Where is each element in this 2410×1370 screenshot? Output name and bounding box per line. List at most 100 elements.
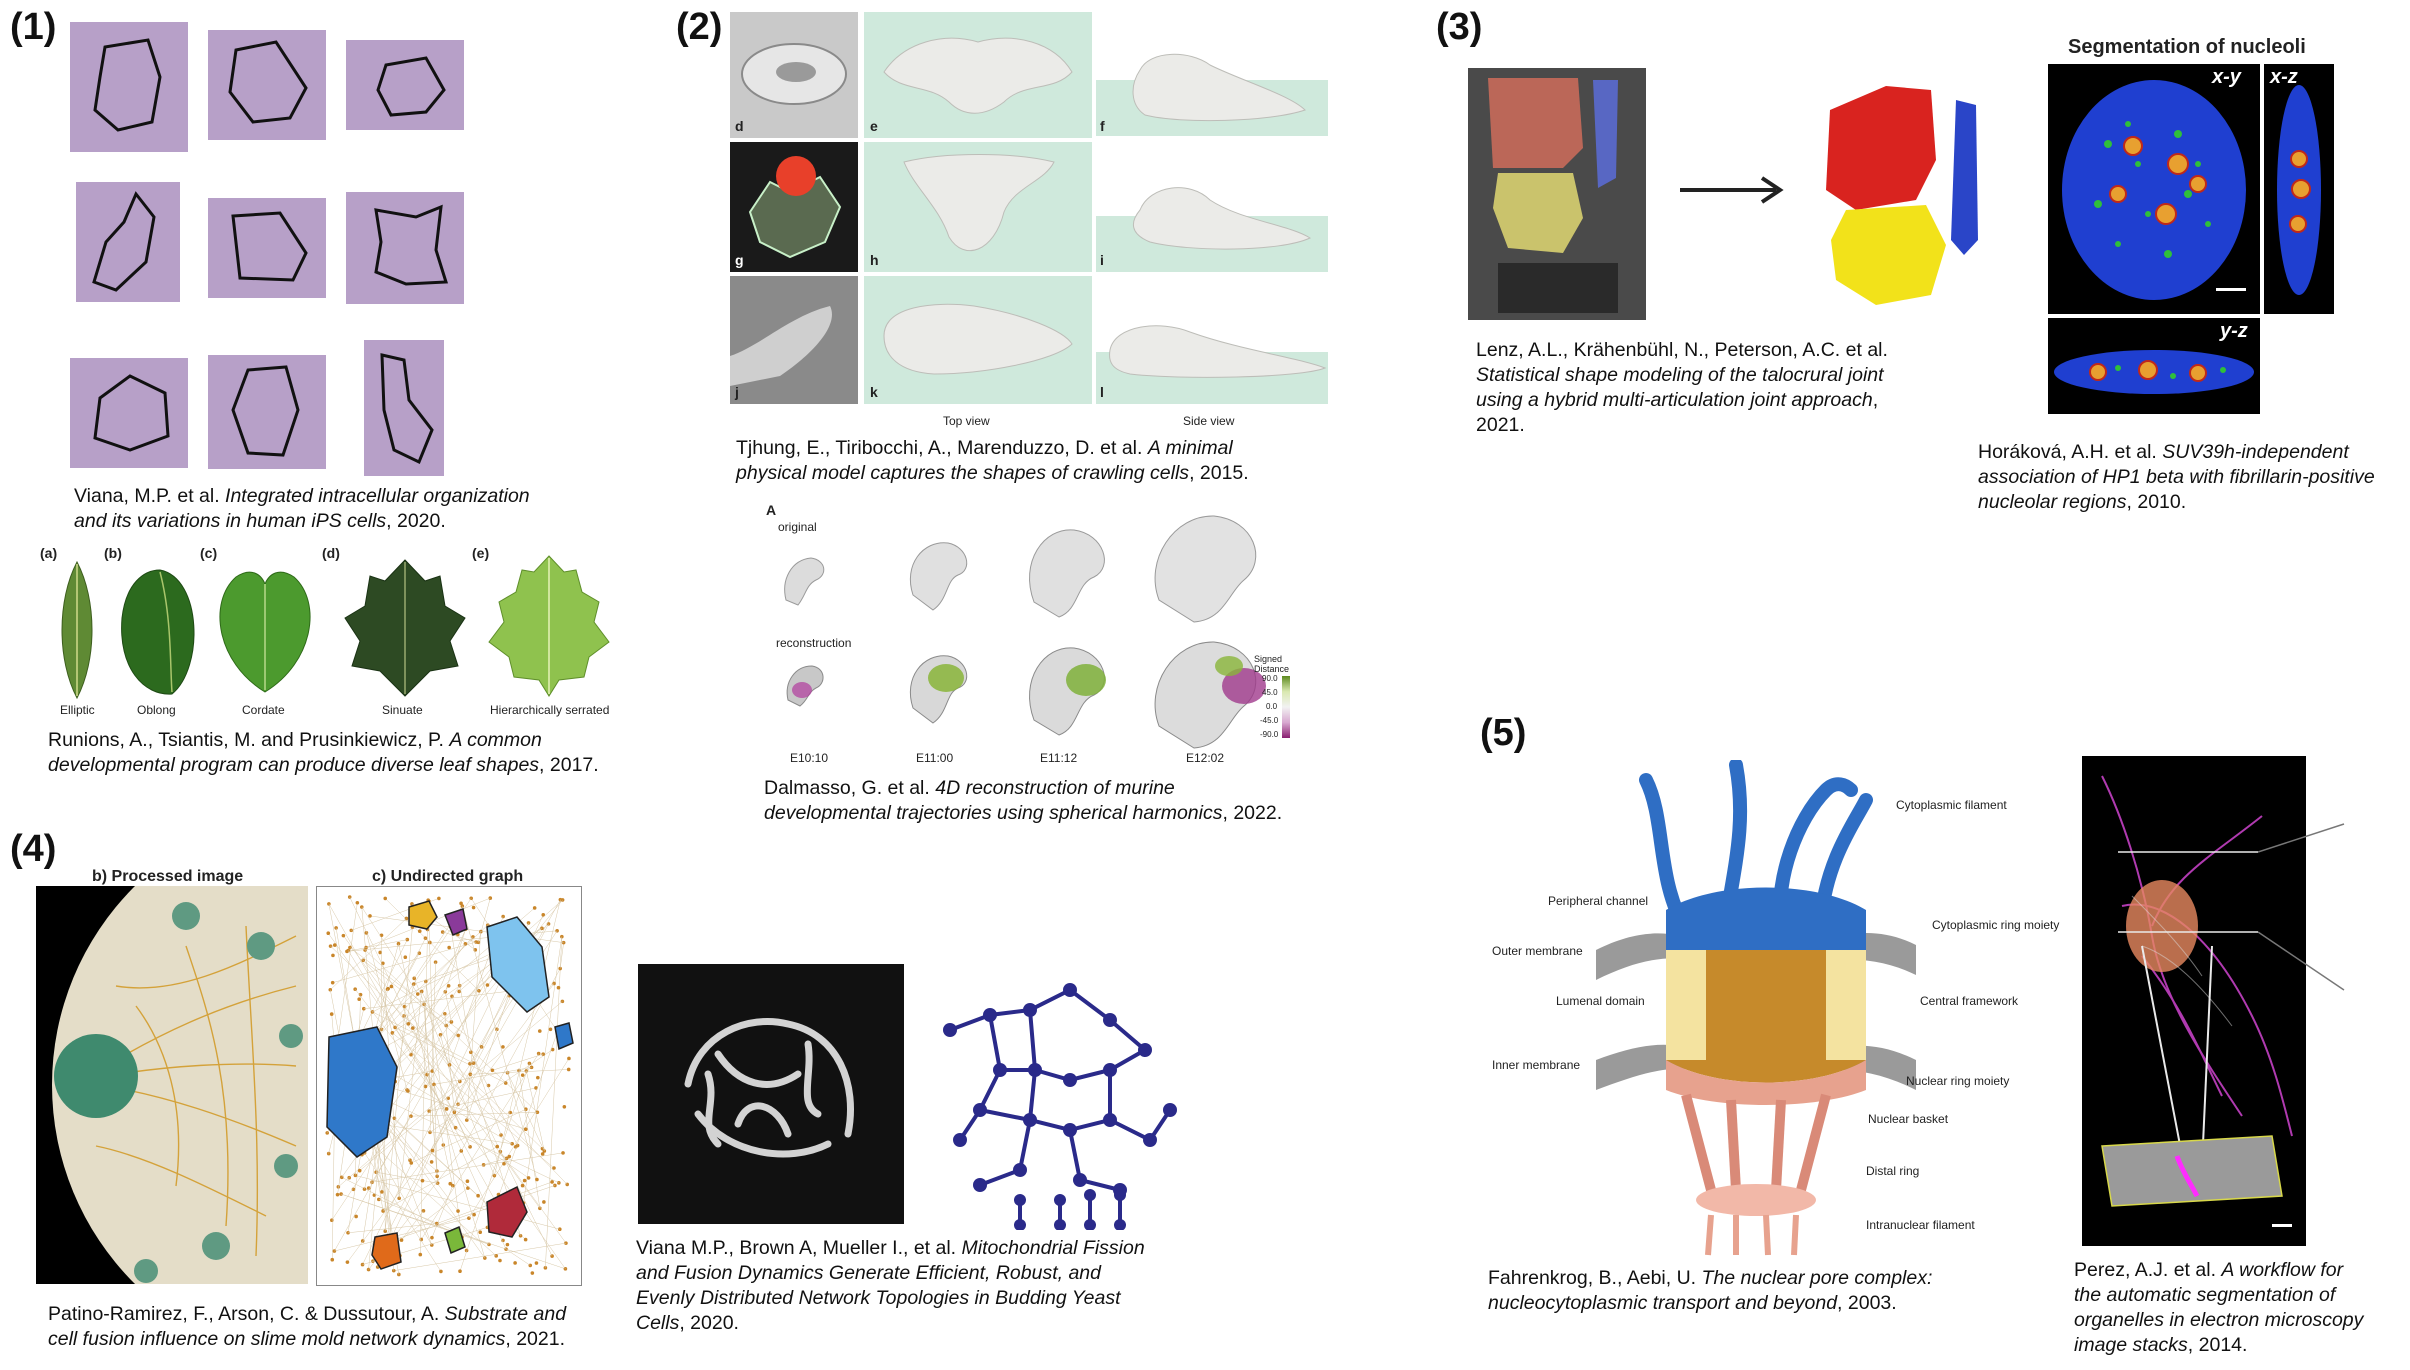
graph-node <box>557 1181 561 1185</box>
graph-node <box>526 921 531 925</box>
graph-node <box>443 1011 447 1016</box>
graph-node <box>527 1061 532 1066</box>
caption-title: SUV39h-independent <box>2162 441 2349 463</box>
graph-edge <box>347 983 555 1263</box>
graph-node <box>357 1168 362 1173</box>
graph-edge <box>505 1248 531 1266</box>
stage-label: E12:02 <box>1186 751 1225 765</box>
caption-title: nucleolar regions <box>1978 491 2127 513</box>
graph-edge <box>444 1013 455 1113</box>
side-view-shape <box>1132 53 1306 122</box>
cell-tile <box>208 30 326 140</box>
graph-node <box>332 943 337 947</box>
graph-node <box>430 1148 435 1153</box>
graph-node <box>406 1022 411 1026</box>
graph-node <box>409 1114 413 1118</box>
graph-node <box>408 1158 412 1163</box>
top-view-tile <box>864 276 1092 404</box>
graph-node <box>474 940 478 944</box>
figure-label: b) Processed image <box>92 868 244 885</box>
cell-tile <box>346 192 464 304</box>
figure-letter: A <box>766 502 777 518</box>
graph-node <box>520 1183 525 1188</box>
graph-node <box>456 1033 461 1038</box>
graph-node <box>360 1262 365 1267</box>
graph-node <box>411 982 416 986</box>
graph-edge <box>334 1217 469 1252</box>
graph-node <box>370 1180 374 1185</box>
legend-tick: 90.0 <box>1262 674 1278 683</box>
graph-node <box>567 1056 571 1061</box>
caption-fahrenkrog-2003: Fahrenkrog, B., Aebi, U. The nuclear por… <box>1488 1266 2008 1316</box>
graph-edge <box>328 903 510 1226</box>
graph-edge <box>359 1001 563 1171</box>
leaf-letter: (e) <box>472 545 490 561</box>
graph-edge <box>423 1004 438 1184</box>
pore-label: Lumenal domain <box>1556 994 1645 1008</box>
embryo-shape <box>784 557 825 606</box>
graph-node <box>443 989 448 994</box>
graph-node <box>450 1183 455 1188</box>
caption-title: organelles in electron microscopy <box>2074 1309 2364 1331</box>
graph-node <box>501 914 505 919</box>
graph-node <box>557 1227 562 1232</box>
graph-node <box>542 1200 546 1204</box>
graph-edge <box>346 939 408 952</box>
embryo-shape <box>1154 515 1257 623</box>
graph-node <box>366 1186 371 1190</box>
graph-node <box>522 1178 527 1183</box>
cell-tile <box>346 40 464 130</box>
pore-label: Cytoplasmic ring moiety <box>1932 918 2060 932</box>
cell-tile <box>208 198 326 298</box>
graph-edge <box>334 936 512 1252</box>
graph-edge <box>398 991 422 1199</box>
graph-edge <box>445 991 452 1023</box>
caption-title: The nuclear pore complex: <box>1701 1267 1933 1289</box>
graph-node <box>459 901 463 906</box>
graph-node <box>423 1084 428 1089</box>
panel-number-1: (1) <box>10 6 57 48</box>
leaf-name: Hierarchically serrated <box>490 703 610 717</box>
graph-node <box>444 1107 449 1111</box>
mito-micrograph <box>638 964 904 1224</box>
ct-scan <box>1468 68 1646 320</box>
graph-edge <box>500 1151 567 1244</box>
caption-title: using a hybrid multi-articulation joint … <box>1476 389 1873 411</box>
caption-authors: Horáková, A.H. et al. <box>1978 441 2163 463</box>
graph-edge <box>523 936 563 1204</box>
graph-edge <box>494 899 561 1176</box>
graph-edge <box>442 931 477 943</box>
leaf-oblong <box>121 569 195 695</box>
graph-node <box>331 953 335 958</box>
graph-node <box>478 1230 483 1235</box>
graph-node <box>437 896 441 901</box>
graph-node <box>409 1161 414 1165</box>
graph-node <box>562 1104 567 1109</box>
graph-edge <box>394 1027 506 1084</box>
graph-node <box>463 942 468 946</box>
graph-node <box>564 1241 568 1245</box>
graph-edge <box>341 1177 463 1238</box>
graph-edge <box>526 1070 545 1152</box>
caption-title: image stacks <box>2074 1334 2188 1356</box>
side-view-shape <box>1109 325 1327 378</box>
caption-authors: Perez, A.J. et al. <box>2074 1259 2222 1281</box>
color-scale <box>1282 676 1290 738</box>
caption-title: Substrate and <box>444 1303 567 1325</box>
caption-year: , 2020. <box>386 510 446 532</box>
graph-node <box>548 1027 553 1032</box>
graph-node <box>423 936 428 941</box>
row-letter: i <box>1100 252 1104 268</box>
graph-node <box>541 1052 545 1056</box>
graph-node <box>523 1127 528 1131</box>
embryo-recon <box>786 665 824 707</box>
top-view-tile <box>864 142 1092 272</box>
caption-year: , 2003. <box>1837 1292 1897 1314</box>
xy-view <box>2048 64 2260 314</box>
graph-edge <box>401 1210 424 1241</box>
graph-node <box>415 992 420 996</box>
pore-label: Cytoplasmic filament <box>1896 798 2007 812</box>
row-letter: g <box>735 252 744 268</box>
graph-node <box>330 1257 335 1262</box>
caption-dalmasso-2022: Dalmasso, G. et al. 4D reconstruction of… <box>764 776 1404 826</box>
